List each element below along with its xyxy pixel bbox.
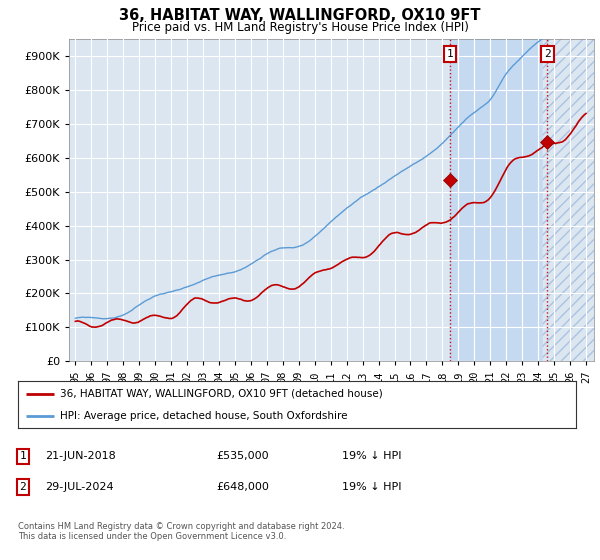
Bar (450, 39, 547, 361)
Text: 1: 1 (446, 49, 453, 59)
Text: 1: 1 (19, 451, 26, 461)
Text: 21-JUN-2018: 21-JUN-2018 (45, 451, 116, 461)
Text: 36, HABITAT WAY, WALLINGFORD, OX10 9FT (detached house): 36, HABITAT WAY, WALLINGFORD, OX10 9FT (… (60, 389, 383, 399)
Bar (547, 39, 594, 361)
Text: £648,000: £648,000 (216, 482, 269, 492)
Text: 2: 2 (19, 482, 26, 492)
Text: 19% ↓ HPI: 19% ↓ HPI (342, 482, 401, 492)
Text: HPI: Average price, detached house, South Oxfordshire: HPI: Average price, detached house, Sout… (60, 410, 347, 421)
Text: 19% ↓ HPI: 19% ↓ HPI (342, 451, 401, 461)
Text: 29-JUL-2024: 29-JUL-2024 (45, 482, 113, 492)
FancyBboxPatch shape (542, 39, 599, 361)
Text: Price paid vs. HM Land Registry's House Price Index (HPI): Price paid vs. HM Land Registry's House … (131, 21, 469, 34)
Text: 36, HABITAT WAY, WALLINGFORD, OX10 9FT: 36, HABITAT WAY, WALLINGFORD, OX10 9FT (119, 8, 481, 24)
Text: Contains HM Land Registry data © Crown copyright and database right 2024.
This d: Contains HM Land Registry data © Crown c… (18, 522, 344, 542)
Text: £535,000: £535,000 (216, 451, 269, 461)
Text: 2: 2 (544, 49, 551, 59)
